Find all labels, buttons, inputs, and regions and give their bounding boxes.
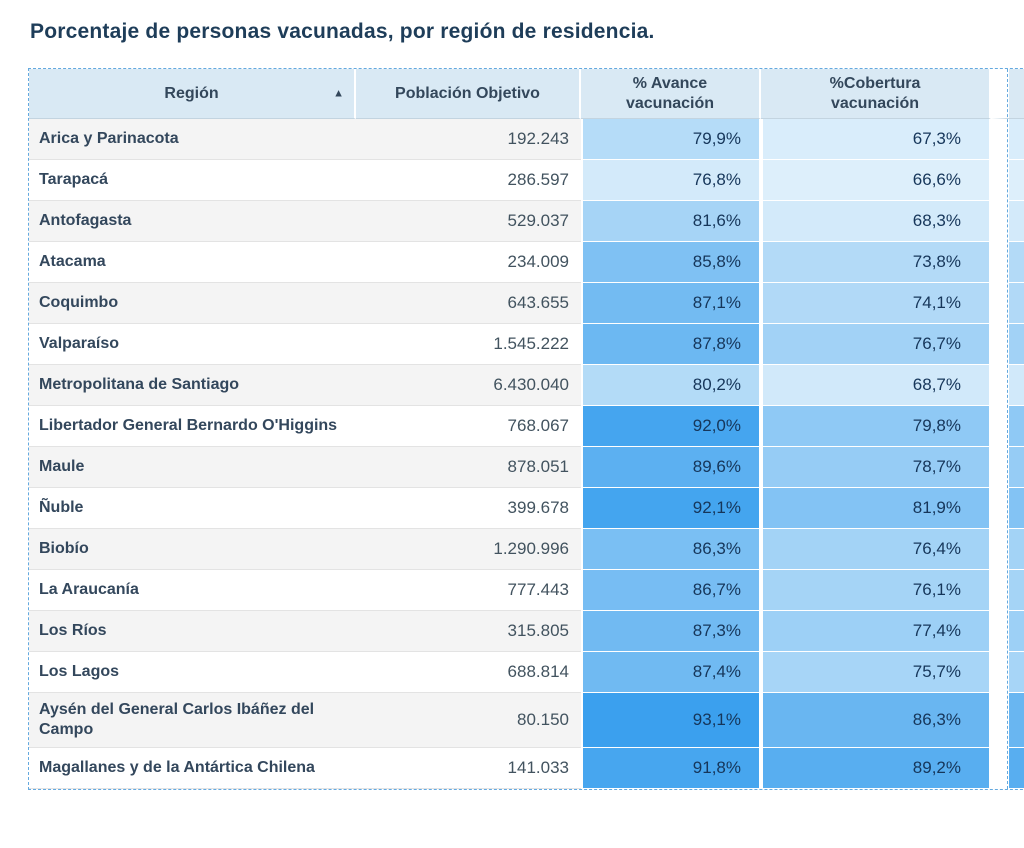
poblacion-cell: 1.545.222 (356, 324, 581, 365)
poblacion-cell: 80.150 (356, 693, 581, 748)
region-cell: Ñuble (29, 488, 356, 529)
data-table: Región ▲ Población Objetivo % Avance vac… (29, 69, 1024, 789)
table-row: Tarapacá 286.597 76,8% 66,6% (29, 160, 1024, 201)
region-cell: Libertador General Bernardo O'Higgins (29, 406, 356, 447)
cobertura-cell: 78,7% (761, 447, 991, 488)
avance-cell: 81,6% (581, 201, 761, 242)
cobertura-cell: 86,3% (761, 693, 991, 748)
cobertura-cell: 75,7% (761, 652, 991, 693)
region-cell: Atacama (29, 242, 356, 283)
table-row: Metropolitana de Santiago 6.430.040 80,2% 6… (29, 365, 1024, 406)
avance-cell: 89,6% (581, 447, 761, 488)
cobertura-cell: 66,6% (761, 160, 991, 201)
table-row: Ñuble 399.678 92,1% 81,9% (29, 488, 1024, 529)
avance-cell: 85,8% (581, 242, 761, 283)
column-header-cobertura[interactable]: %Cobertura vacunación (761, 69, 991, 119)
table-body: Arica y Parinacota 192.243 79,9% 67,3% Tarap… (29, 119, 1024, 789)
cobertura-cell: 74,1% (761, 283, 991, 324)
column-header-cobertura-label: %Cobertura vacunación (829, 75, 921, 112)
region-cell: Coquimbo (29, 283, 356, 324)
avance-cell: 87,4% (581, 652, 761, 693)
region-cell: Biobío (29, 529, 356, 570)
poblacion-cell: 399.678 (356, 488, 581, 529)
table-row: Magallanes y de la Antártica Chilena 141.… (29, 748, 1024, 789)
cobertura-cell: 81,9% (761, 488, 991, 529)
avance-cell: 93,1% (581, 693, 761, 748)
poblacion-cell: 529.037 (356, 201, 581, 242)
region-cell: Valparaíso (29, 324, 356, 365)
avance-cell: 79,9% (581, 119, 761, 160)
cobertura-cell: 67,3% (761, 119, 991, 160)
avance-cell: 76,8% (581, 160, 761, 201)
table-row: Libertador General Bernardo O'Higgins 768… (29, 406, 1024, 447)
poblacion-cell: 777.443 (356, 570, 581, 611)
cobertura-cell: 79,8% (761, 406, 991, 447)
cobertura-cell: 73,8% (761, 242, 991, 283)
column-header-region[interactable]: Región ▲ (29, 69, 356, 119)
table-row: Atacama 234.009 85,8% 73,8% (29, 242, 1024, 283)
column-header-avance-label: % Avance vacunación (625, 75, 715, 112)
table-row: La Araucanía 777.443 86,7% 76,1% (29, 570, 1024, 611)
table-row: Valparaíso 1.545.222 87,8% 76,7% (29, 324, 1024, 365)
page-title: Porcentaje de personas vacunadas, por re… (30, 20, 655, 43)
table-row: Los Lagos 688.814 87,4% 75,7% (29, 652, 1024, 693)
table-header-row: Región ▲ Población Objetivo % Avance vac… (29, 69, 1024, 119)
cobertura-cell: 76,1% (761, 570, 991, 611)
column-header-region-label: Región (164, 84, 219, 102)
poblacion-cell: 234.009 (356, 242, 581, 283)
poblacion-cell: 141.033 (356, 748, 581, 789)
column-header-poblacion-label: Población Objetivo (395, 84, 540, 102)
poblacion-cell: 768.067 (356, 406, 581, 447)
table-row: Aysén del General Carlos Ibáñez del Camp… (29, 693, 1024, 748)
table-row: Arica y Parinacota 192.243 79,9% 67,3% (29, 119, 1024, 160)
cobertura-cell: 89,2% (761, 748, 991, 789)
region-cell: Los Lagos (29, 652, 356, 693)
poblacion-cell: 643.655 (356, 283, 581, 324)
cobertura-cell: 68,7% (761, 365, 991, 406)
vaccination-table: Región ▲ Población Objetivo % Avance vac… (28, 68, 1024, 790)
poblacion-cell: 286.597 (356, 160, 581, 201)
avance-cell: 86,3% (581, 529, 761, 570)
cobertura-cell: 76,7% (761, 324, 991, 365)
cobertura-cell: 77,4% (761, 611, 991, 652)
avance-cell: 87,1% (581, 283, 761, 324)
region-cell: Arica y Parinacota (29, 119, 356, 160)
avance-cell: 87,8% (581, 324, 761, 365)
table-row: Antofagasta 529.037 81,6% 68,3% (29, 201, 1024, 242)
table-row: Biobío 1.290.996 86,3% 76,4% (29, 529, 1024, 570)
table-clip-guide (1007, 69, 1008, 789)
poblacion-cell: 1.290.996 (356, 529, 581, 570)
avance-cell: 86,7% (581, 570, 761, 611)
poblacion-cell: 192.243 (356, 119, 581, 160)
avance-cell: 87,3% (581, 611, 761, 652)
region-cell: Aysén del General Carlos Ibáñez del Camp… (29, 693, 356, 748)
avance-cell: 92,1% (581, 488, 761, 529)
avance-cell: 92,0% (581, 406, 761, 447)
avance-cell: 91,8% (581, 748, 761, 789)
column-header-avance[interactable]: % Avance vacunación (581, 69, 761, 119)
region-cell: Los Ríos (29, 611, 356, 652)
region-cell: Magallanes y de la Antártica Chilena (29, 748, 356, 789)
cobertura-cell: 76,4% (761, 529, 991, 570)
table-row: Maule 878.051 89,6% 78,7% (29, 447, 1024, 488)
poblacion-cell: 6.430.040 (356, 365, 581, 406)
sort-ascending-icon[interactable]: ▲ (333, 86, 344, 99)
table-row: Los Ríos 315.805 87,3% 77,4% (29, 611, 1024, 652)
region-cell: Metropolitana de Santiago (29, 365, 356, 406)
column-header-poblacion[interactable]: Población Objetivo (356, 69, 581, 119)
region-cell: Antofagasta (29, 201, 356, 242)
region-cell: Maule (29, 447, 356, 488)
region-cell: Tarapacá (29, 160, 356, 201)
avance-cell: 80,2% (581, 365, 761, 406)
poblacion-cell: 688.814 (356, 652, 581, 693)
poblacion-cell: 315.805 (356, 611, 581, 652)
table-row: Coquimbo 643.655 87,1% 74,1% (29, 283, 1024, 324)
cobertura-cell: 68,3% (761, 201, 991, 242)
region-cell: La Araucanía (29, 570, 356, 611)
poblacion-cell: 878.051 (356, 447, 581, 488)
